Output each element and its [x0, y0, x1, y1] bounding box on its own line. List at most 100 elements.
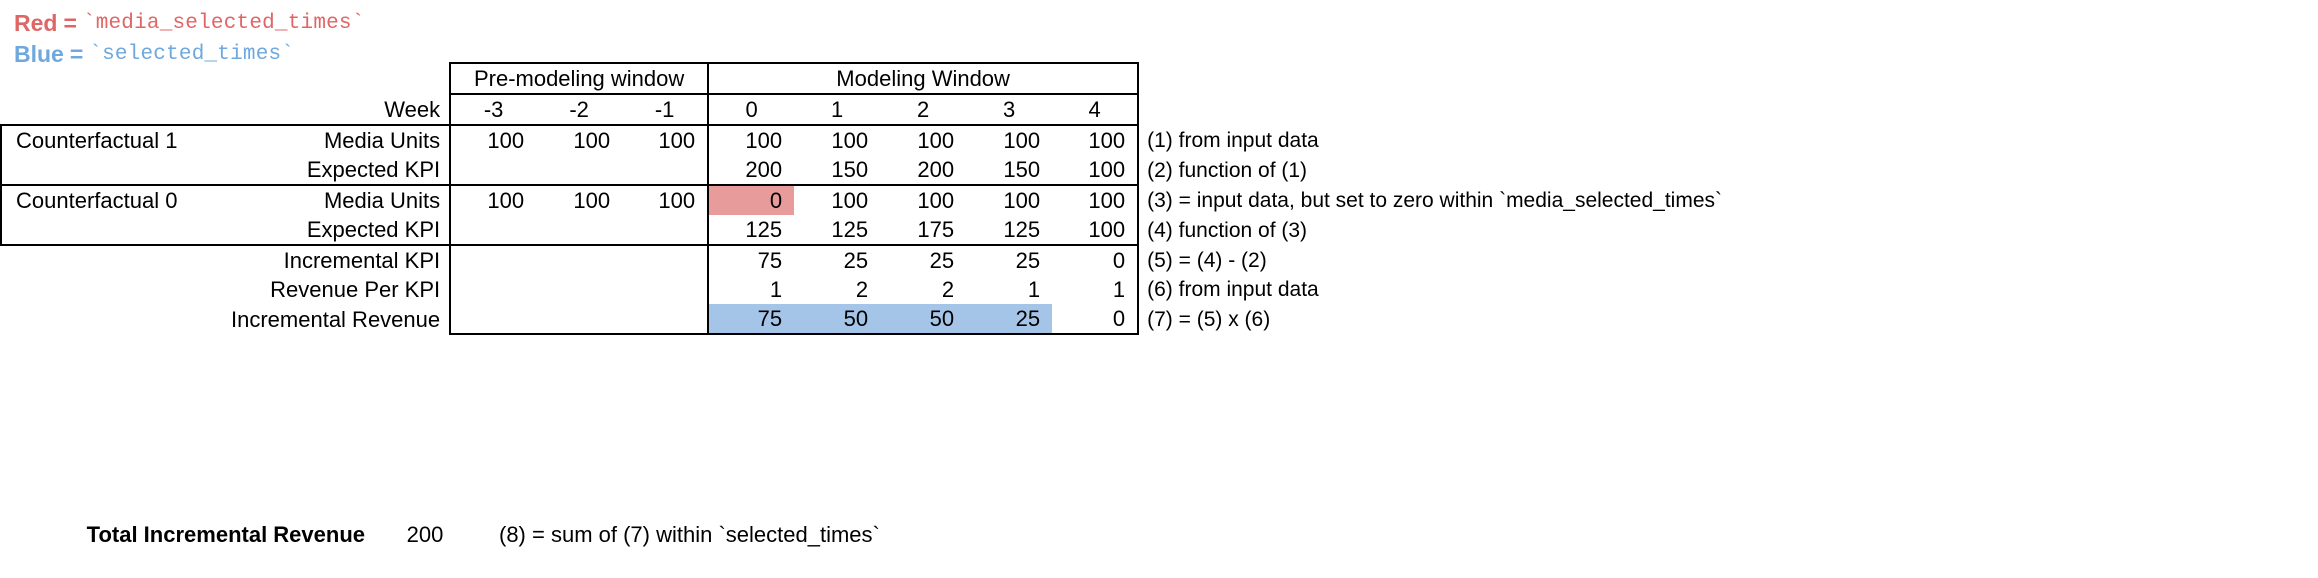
cell-model-1-2: 200: [917, 157, 955, 182]
cell-model-6-3: 25: [966, 304, 1053, 335]
legend: Red = `media_selected_times` Blue = `sel…: [14, 8, 365, 70]
week-header-model-2: 2: [880, 93, 967, 125]
group-label-empty-6: [1, 304, 231, 334]
total-value: 200: [406, 522, 444, 547]
cell-model-0-4: 100: [1052, 124, 1140, 155]
table-row: Counterfactual 0 Media Units 100 100 100 0 100…: [0, 184, 1938, 215]
legend-red-key: Red: [14, 10, 58, 36]
legend-blue-key: Blue: [14, 41, 64, 67]
cell-pre-6-2: [622, 304, 710, 335]
cell-model-3-0: 125: [708, 215, 795, 246]
spacer-note: [1138, 63, 1938, 94]
table-row: Incremental Revenue 75 50 50 25 0 (7) = (5) x …: [1, 304, 1938, 335]
cell-model-2-4: 100: [1052, 184, 1140, 215]
cell-model-3-4: 100: [1052, 215, 1140, 246]
cell-model-0-3: 100: [966, 124, 1053, 155]
modeling-window-header: Modeling Window: [708, 62, 1140, 94]
week-header-model-1: 1: [794, 93, 881, 125]
cell-model-3-1: 125: [794, 215, 881, 246]
cell-pre-0-1: 100: [536, 124, 623, 155]
note-2: (3) = input data, but set to zero within…: [1147, 188, 1722, 212]
cell-model-4-1: 25: [843, 248, 869, 273]
cell-pre-5-0: [449, 275, 537, 304]
cell-model-6-4: 0: [1052, 304, 1140, 335]
cell-pre-1-2: [622, 155, 710, 185]
cell-model-6-0: 75: [708, 304, 795, 335]
legend-red-code: `media_selected_times`: [82, 12, 365, 35]
group-label-empty-5: [1, 275, 231, 304]
cell-model-1-0: 200: [745, 157, 783, 182]
group-label-0: Counterfactual 1: [0, 124, 231, 155]
cell-model-3-2: 175: [880, 215, 967, 246]
cell-pre-4-2: [622, 245, 710, 275]
spacer-group: [1, 63, 231, 94]
total-row: Total Incremental Revenue 200 (8) = sum …: [0, 522, 880, 548]
counterfactual-table: Pre-modeling window Modeling Window Week -3…: [0, 62, 1939, 335]
cell-model-0-1: 100: [794, 124, 881, 155]
row-label-2: Media Units: [231, 184, 451, 215]
week-header-pre-2: -1: [622, 93, 710, 125]
cell-model-2-0: 0: [708, 184, 795, 215]
row-label-1: Expected KPI: [306, 157, 441, 182]
note-3: (4) function of (3): [1147, 218, 1308, 242]
cell-pre-6-0: [449, 304, 537, 335]
cell-model-1-4: 100: [1052, 155, 1140, 185]
cell-model-3-3: 125: [966, 215, 1053, 246]
group-label-empty-3: [0, 215, 231, 246]
cell-model-5-4: 1: [1052, 275, 1140, 304]
cell-model-1-3: 150: [1003, 157, 1041, 182]
cell-pre-2-1: 100: [536, 184, 623, 215]
table-row: Revenue Per KPI 1 2 2 1 1 (6) from input data: [1, 275, 1938, 304]
cell-model-2-1: 100: [794, 184, 881, 215]
cell-model-5-2: 2: [941, 277, 955, 302]
cell-model-4-0: 75: [757, 248, 783, 273]
cell-model-6-2: 50: [880, 304, 967, 335]
row-label-5: Revenue Per KPI: [270, 277, 441, 302]
note-4: (5) = (4) - (2): [1147, 248, 1267, 272]
legend-row-red: Red = `media_selected_times`: [14, 8, 365, 39]
table-row: Expected KPI 200 150 200 150 100 (2) function …: [0, 155, 1938, 185]
note-6: (7) = (5) x (6): [1147, 307, 1271, 331]
spacer-rowname: [231, 63, 450, 94]
row-label-0: Media Units: [231, 124, 451, 155]
legend-blue-equals: =: [69, 41, 84, 67]
row-label-3: Expected KPI: [231, 215, 451, 246]
week-header-pre-0: -3: [449, 93, 537, 125]
week-header-model-3: 3: [966, 93, 1053, 125]
cell-pre-3-1: [536, 215, 623, 246]
legend-row-blue: Blue = `selected_times`: [14, 39, 365, 70]
table-row: Incremental KPI 75 25 25 25 0 (5) = (4) - (2): [1, 245, 1938, 275]
spacer-note: [1138, 94, 1938, 125]
note-5: (6) from input data: [1147, 278, 1319, 301]
note-0: (1) from input data: [1147, 128, 1319, 152]
cell-model-5-3: 1: [1027, 277, 1041, 302]
cell-model-2-3: 100: [966, 184, 1053, 215]
cell-pre-6-1: [536, 304, 623, 335]
cell-pre-0-0: 100: [449, 124, 537, 155]
row-label-4: Incremental KPI: [283, 248, 441, 273]
group-label-2: Counterfactual 0: [0, 184, 231, 215]
cell-pre-5-2: [622, 275, 710, 304]
cell-model-4-3: 25: [1015, 248, 1041, 273]
cell-model-1-1: 150: [831, 157, 869, 182]
cell-pre-5-1: [536, 275, 622, 304]
cell-model-5-0: 1: [769, 277, 783, 302]
legend-blue-code: `selected_times`: [89, 43, 295, 66]
group-label-empty-1: [0, 155, 231, 185]
total-note: (8) = sum of (7) within `selected_times`: [499, 522, 880, 547]
legend-red-equals: =: [63, 10, 77, 36]
table-row: Counterfactual 1 Media Units 100 100 100 100 1…: [0, 124, 1938, 155]
cell-model-0-0: 100: [708, 124, 795, 155]
group-label-empty-4: [1, 245, 231, 275]
total-label: Total Incremental Revenue: [86, 522, 365, 547]
cell-pre-1-1: [536, 155, 622, 185]
row-label-6: Incremental Revenue: [231, 306, 441, 332]
cell-model-4-4: 0: [1052, 245, 1140, 275]
week-label: Week: [384, 96, 441, 122]
cell-model-6-1: 50: [794, 304, 881, 335]
week-header-pre-1: -2: [536, 93, 623, 125]
cell-model-5-1: 2: [855, 277, 869, 302]
week-header-model-0: 0: [708, 93, 795, 125]
cell-model-0-2: 100: [880, 124, 967, 155]
note-1: (2) function of (1): [1147, 158, 1308, 182]
